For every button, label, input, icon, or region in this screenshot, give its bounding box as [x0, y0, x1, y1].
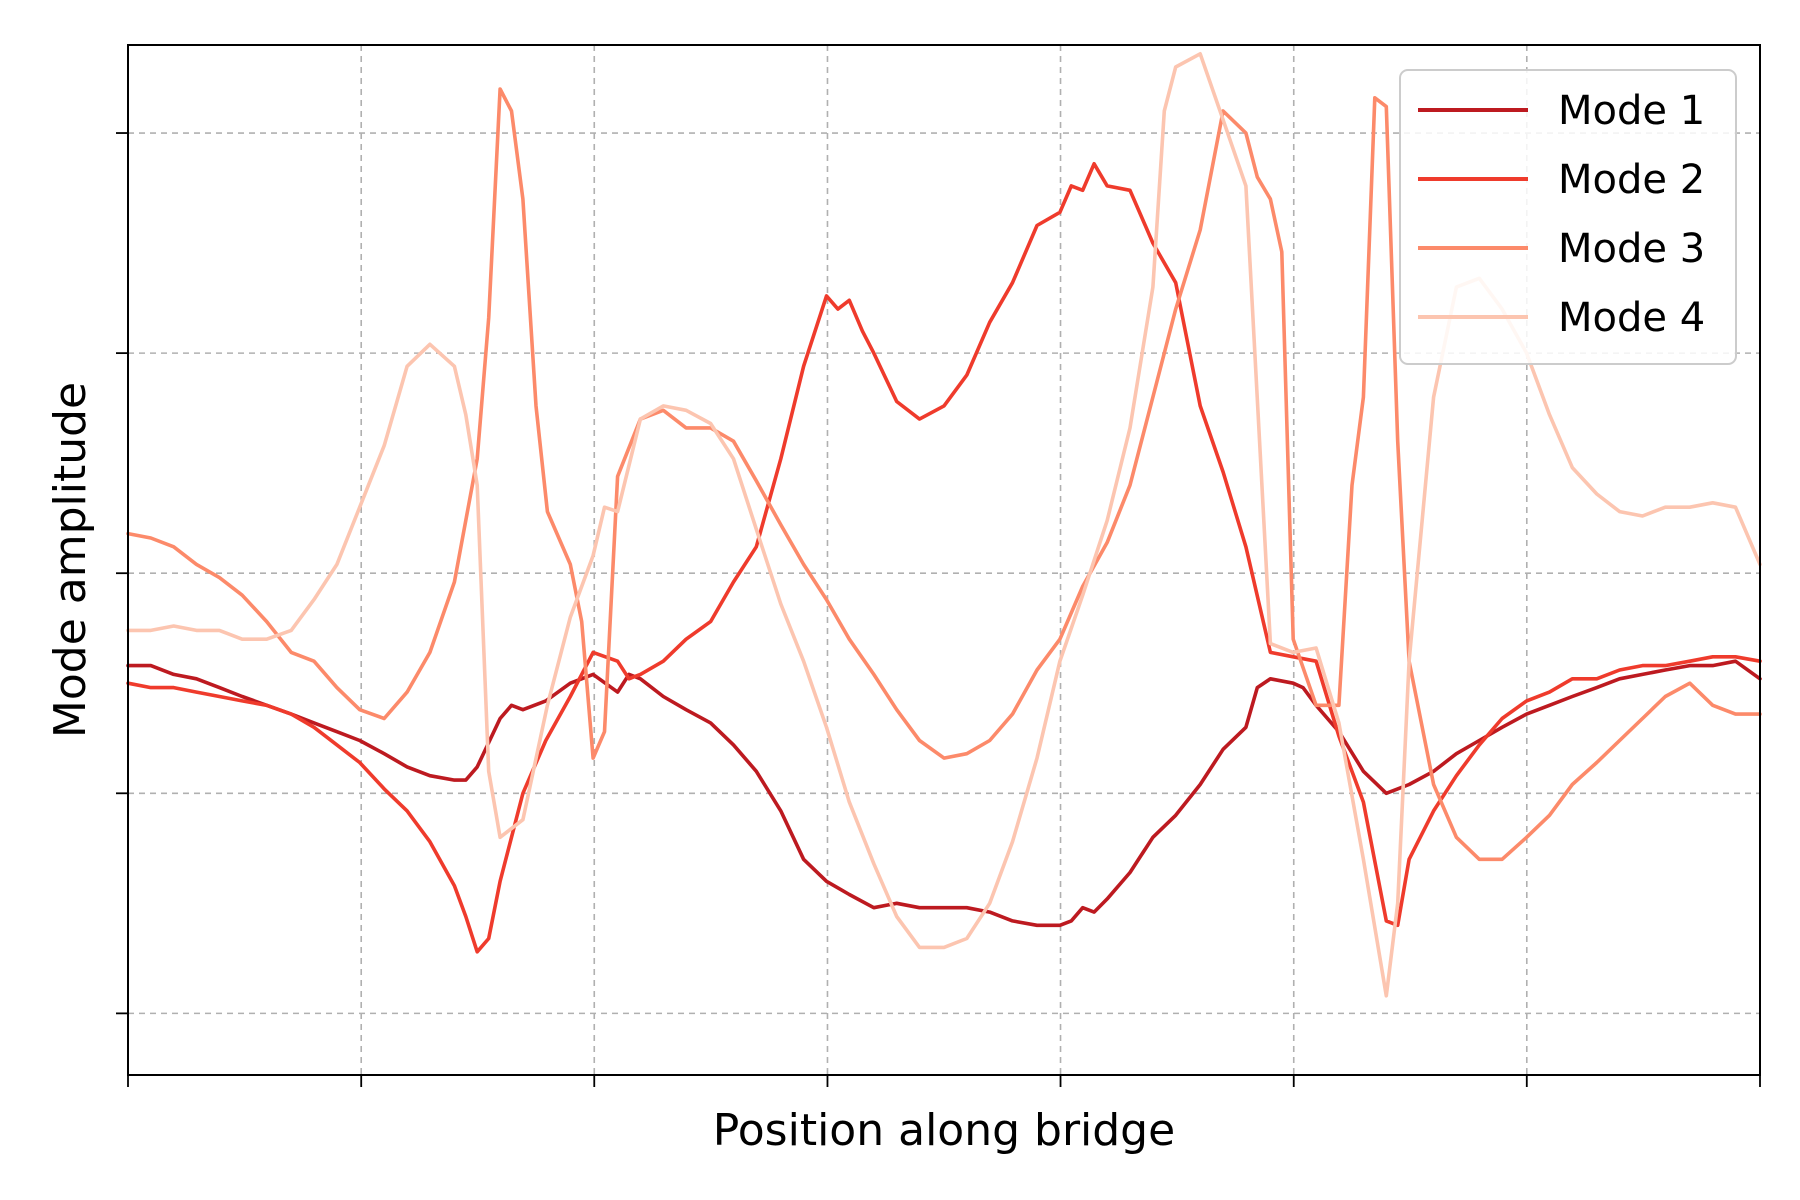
series-line-mode-1	[126, 659, 1762, 928]
series-line-mode-2	[126, 162, 1762, 954]
plot-series	[126, 52, 1762, 998]
legend-label-mode-2: Mode 2	[1558, 157, 1705, 203]
legend-label-mode-4: Mode 4	[1558, 295, 1705, 341]
axis-ticks	[116, 132, 1761, 1087]
x-axis-label: Position along bridge	[713, 1105, 1175, 1156]
grid	[128, 45, 1760, 1075]
legend-box	[1399, 69, 1737, 365]
y-axis-label: Mode amplitude	[45, 382, 96, 738]
legend: Mode 1 Mode 2 Mode 3 Mode 4	[1399, 69, 1737, 365]
series-line-mode-3	[126, 87, 1762, 862]
legend-label-mode-1: Mode 1	[1558, 88, 1705, 134]
plot-frame	[127, 44, 1761, 1076]
legend-label-mode-3: Mode 3	[1558, 226, 1705, 272]
